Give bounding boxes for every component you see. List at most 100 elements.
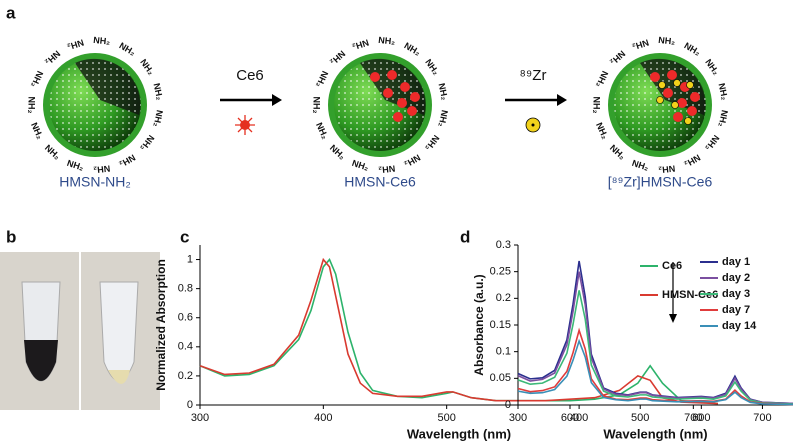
y-tick-label: 1 (187, 253, 193, 265)
ce6-dot (663, 88, 673, 98)
legend-label: day 7 (722, 304, 750, 316)
x-tick-label: 300 (191, 412, 209, 424)
ce6-dot (370, 72, 380, 82)
series-line (517, 327, 794, 406)
x-tick-label: 700 (753, 412, 771, 424)
radiation-icon (525, 117, 541, 133)
amine-label: NH₂ (437, 82, 450, 101)
ce6-dot (383, 88, 393, 98)
ce6-dot (393, 112, 403, 122)
amine-label: NH₂ (93, 163, 111, 175)
particle-name: HMSN-Ce6 (344, 174, 416, 190)
y-tick-label: 0.8 (178, 283, 193, 295)
amine-label: NH₂ (93, 35, 111, 47)
y-tick-label: 0.2 (178, 370, 193, 382)
amine-label: NH₂ (314, 121, 330, 141)
y-tick-label: 0 (505, 399, 511, 411)
amine-label: NH₂ (402, 152, 422, 169)
panel-label: c (180, 227, 189, 246)
amine-label: NH₂ (152, 82, 165, 101)
amine-label: NH₂ (658, 35, 676, 47)
amine-label: NH₂ (703, 133, 721, 153)
x-axis-label: Wavelength (nm) (407, 426, 511, 441)
amine-label: NH₂ (658, 163, 676, 175)
ce6-dot (407, 106, 417, 116)
pores (334, 59, 426, 151)
amine-label: NH₂ (703, 57, 721, 77)
legend-label: day 14 (722, 320, 757, 332)
amine-label: NH₂ (608, 48, 627, 67)
amine-label: NH₂ (402, 40, 422, 57)
amine-label: NH₂ (138, 133, 156, 153)
y-axis-label: Absorbance (a.u.) (472, 274, 486, 375)
amine-label: NH₂ (29, 69, 45, 89)
amine-label: NH₂ (423, 133, 441, 153)
x-tick-label: 400 (570, 412, 588, 424)
x-axis-label: Wavelength (nm) (603, 426, 707, 441)
amine-label: NH₂ (117, 152, 137, 169)
amine-label: NH₂ (43, 143, 62, 162)
zr-icon (673, 79, 681, 87)
y-tick-label: 0.25 (490, 266, 511, 278)
series-line (517, 338, 794, 406)
amine-label: NH₂ (43, 48, 62, 67)
amine-label: NH₂ (29, 121, 45, 141)
arrow-head (557, 94, 567, 106)
ce6-dot (410, 92, 420, 102)
arrow-head (272, 94, 282, 106)
y-tick-label: 0.3 (496, 239, 511, 251)
light-icon (235, 115, 255, 135)
x-tick-label: 500 (437, 412, 455, 424)
series-line (199, 258, 719, 405)
particle-name: HMSN-NH₂ (59, 174, 131, 190)
pores (614, 59, 706, 151)
amine-label: NH₂ (312, 97, 322, 114)
y-tick-label: 0.1 (496, 346, 511, 358)
ce6-dot (673, 112, 683, 122)
y-tick-label: 0.15 (490, 319, 511, 331)
amine-label: NH₂ (66, 158, 85, 173)
amine-label: NH₂ (594, 69, 610, 89)
amine-label: NH₂ (152, 109, 165, 128)
x-tick-label: 600 (561, 412, 579, 424)
amine-label: NH₂ (117, 40, 137, 57)
step-label: ⁸⁹Zr (520, 67, 547, 84)
amine-label: NH₂ (682, 152, 702, 169)
amine-label: NH₂ (328, 143, 347, 162)
zr-icon (671, 101, 679, 109)
series-line (517, 290, 794, 405)
amine-label: NH₂ (27, 97, 37, 114)
y-tick-label: 0.2 (496, 292, 511, 304)
amine-label: NH₂ (423, 57, 441, 77)
amine-label: NH₂ (608, 143, 627, 162)
ce6-dot (677, 98, 687, 108)
ce6-dot (400, 82, 410, 92)
legend-label: day 1 (722, 256, 750, 268)
zr-icon (656, 96, 664, 104)
amine-label: NH₂ (328, 48, 347, 67)
ce6-dot (667, 70, 677, 80)
amine-label: NH₂ (351, 37, 370, 52)
amine-label: NH₂ (717, 109, 730, 128)
amine-label: NH₂ (592, 97, 602, 114)
y-tick-label: 0.4 (178, 341, 193, 353)
amine-label: NH₂ (594, 121, 610, 141)
series-line (199, 257, 719, 405)
trend-arrow-head (669, 314, 677, 323)
ce6-dot (387, 70, 397, 80)
y-tick-label: 0.6 (178, 312, 193, 324)
ce6-dot (687, 106, 697, 116)
amine-label: NH₂ (631, 158, 650, 173)
step-label: Ce6 (236, 67, 264, 84)
ce6-dot (397, 98, 407, 108)
panel-label: a (6, 3, 16, 22)
ce6-dot (690, 92, 700, 102)
amine-label: NH₂ (717, 82, 730, 101)
x-tick-label: 300 (509, 412, 527, 424)
ce6-dot (650, 72, 660, 82)
series-line (517, 271, 794, 405)
amine-label: NH₂ (682, 40, 702, 57)
x-tick-label: 700 (684, 412, 702, 424)
